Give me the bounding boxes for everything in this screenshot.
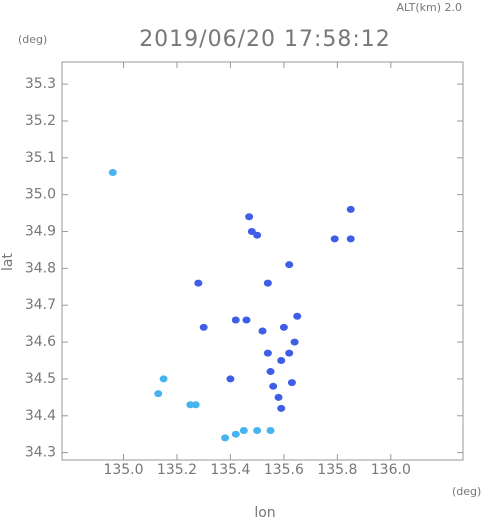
altitude-label: ALT(km) 2.0 xyxy=(396,1,462,14)
echo xyxy=(285,261,294,269)
echo xyxy=(266,427,275,435)
x-tick-label: 135.2 xyxy=(157,462,197,478)
echo xyxy=(253,231,262,239)
x-tick-label: 135.8 xyxy=(317,462,357,478)
x-axis-label: lon xyxy=(254,505,275,521)
echo xyxy=(330,235,339,243)
echo xyxy=(269,382,278,390)
echo xyxy=(159,375,168,383)
echo xyxy=(274,393,283,401)
echo xyxy=(346,235,355,243)
echo xyxy=(245,213,254,221)
echo xyxy=(199,323,208,331)
y-tick-label: 35.1 xyxy=(25,150,56,166)
echo xyxy=(346,205,355,213)
echo xyxy=(242,316,251,324)
echo xyxy=(266,368,275,376)
x-tick-label: 136.0 xyxy=(371,462,411,478)
echo xyxy=(279,323,288,331)
x-unit: (deg) xyxy=(452,485,481,498)
echo xyxy=(263,279,272,287)
echo xyxy=(154,390,163,398)
y-tick-label: 34.9 xyxy=(25,224,56,240)
echo xyxy=(263,349,272,357)
echo xyxy=(253,427,262,435)
x-tick-label: 135.4 xyxy=(210,462,250,478)
y-tick-label: 34.4 xyxy=(25,408,56,424)
echo xyxy=(277,357,286,364)
echo xyxy=(231,430,240,438)
y-tick-label: 35.2 xyxy=(25,113,56,129)
echo xyxy=(191,401,200,409)
echo xyxy=(277,404,286,412)
echo xyxy=(290,338,299,346)
echo xyxy=(258,327,267,335)
y-tick-label: 35.0 xyxy=(25,187,56,203)
echo xyxy=(108,169,117,177)
y-tick-label: 34.3 xyxy=(25,445,56,461)
echo xyxy=(231,316,240,324)
echo xyxy=(287,379,296,387)
y-tick-label: 34.6 xyxy=(25,334,56,350)
y-tick-label: 34.8 xyxy=(25,260,56,276)
y-unit: (deg) xyxy=(18,33,47,46)
y-tick-label: 34.7 xyxy=(25,297,56,313)
echo xyxy=(239,427,248,435)
echo xyxy=(285,349,294,357)
y-tick-label: 34.5 xyxy=(25,371,56,387)
echo xyxy=(293,312,302,320)
echo xyxy=(247,228,256,236)
y-axis-label: lat xyxy=(0,253,16,271)
x-tick-label: 135.6 xyxy=(264,462,304,478)
x-tick-label: 135.0 xyxy=(103,462,143,478)
chart-title: 2019/06/20 17:58:12 xyxy=(139,27,391,52)
echo xyxy=(194,279,203,287)
plot-frame xyxy=(61,61,464,461)
y-tick-label: 35.3 xyxy=(25,76,56,92)
echo xyxy=(226,375,235,383)
echo xyxy=(221,434,230,442)
